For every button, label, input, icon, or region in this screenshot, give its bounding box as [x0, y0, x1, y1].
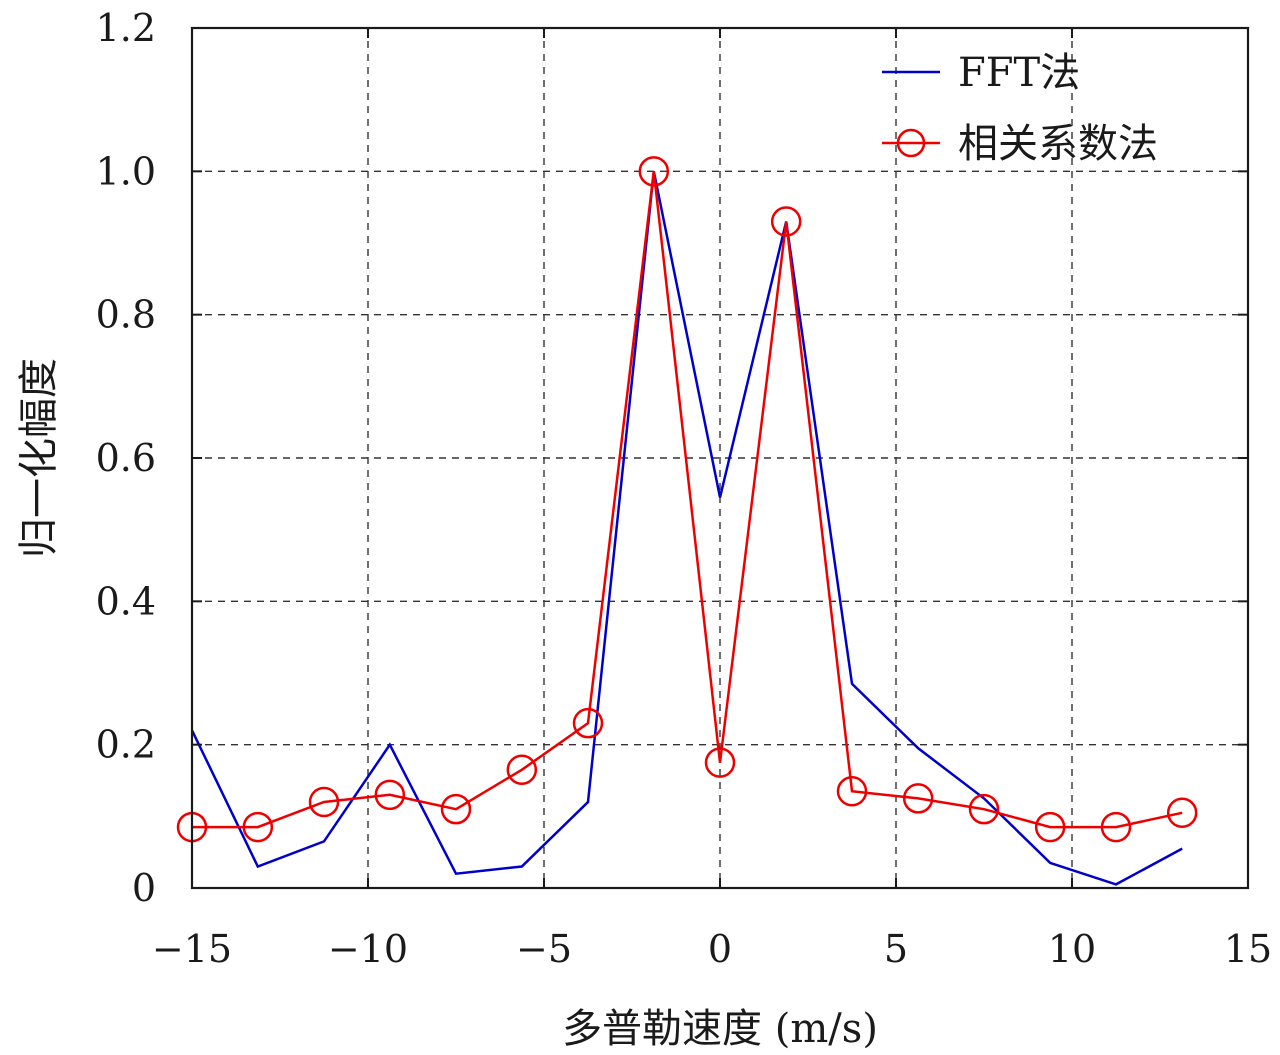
y-tick-label: 1.2	[96, 6, 156, 50]
grid	[192, 28, 1248, 888]
x-tick-label: 0	[708, 927, 732, 971]
data-point-correlation	[902, 783, 934, 814]
data-point-correlation	[572, 707, 604, 739]
series-line-fft	[190, 171, 1183, 886]
data-point-correlation	[242, 811, 274, 843]
y-axis-title: 归一化幅度	[16, 358, 62, 558]
plot-series	[176, 156, 1198, 886]
data-point-correlation	[1166, 797, 1198, 828]
x-tick-label: −5	[516, 927, 572, 971]
x-axis-title: 多普勒速度 (m/s)	[562, 1006, 878, 1052]
data-point-correlation	[704, 747, 736, 778]
data-point-correlation	[374, 779, 406, 811]
data-point-correlation	[968, 793, 1000, 825]
x-tick-label: 5	[884, 927, 908, 971]
y-tick-label: 0	[132, 866, 156, 910]
y-tick-label: 0.4	[96, 579, 156, 623]
data-point-correlation	[440, 793, 472, 825]
data-point-correlation	[1034, 811, 1066, 843]
x-tick-label: 10	[1048, 927, 1096, 971]
data-point-correlation	[1100, 811, 1132, 843]
legend-corr-marker	[896, 128, 926, 158]
axis-ticks: −15 −10 −5 0 5 10 15 0 0.2 0.4 0.6 0.8 1.0 1.2	[96, 6, 1273, 971]
data-point-correlation	[770, 206, 802, 237]
legend: FFT法 相关系数法	[882, 50, 1158, 167]
series-line-correlation	[192, 171, 1183, 829]
y-tick-label: 0.6	[96, 436, 156, 480]
y-tick-label: 1.0	[96, 149, 156, 193]
x-tick-label: 15	[1224, 927, 1272, 971]
data-point-correlation	[308, 786, 340, 818]
legend-corr-label: 相关系数法	[958, 121, 1158, 167]
x-tick-label: −10	[328, 927, 408, 971]
data-point-correlation	[836, 776, 868, 807]
data-point-correlation	[506, 754, 538, 785]
y-tick-label: 0.8	[96, 293, 156, 337]
x-tick-label: −15	[152, 927, 232, 971]
data-point-correlation	[638, 156, 670, 187]
legend-fft-label: FFT法	[958, 50, 1080, 96]
y-tick-label: 0.2	[96, 723, 156, 767]
